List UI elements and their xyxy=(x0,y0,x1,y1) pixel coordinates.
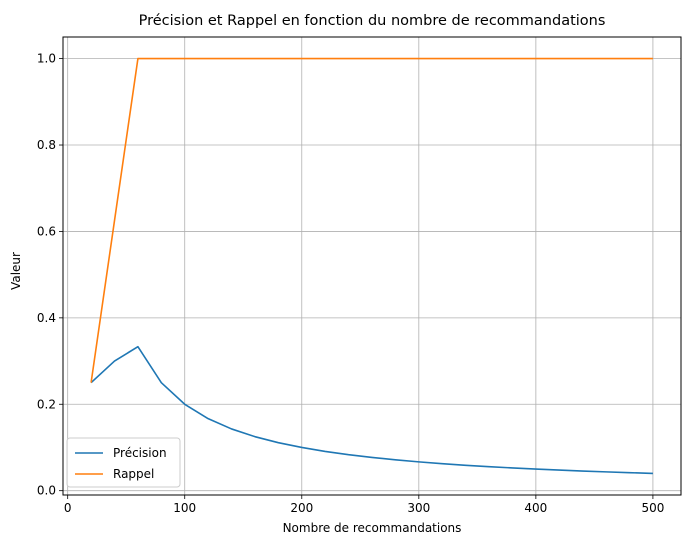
x-tick-label: 100 xyxy=(173,501,196,515)
series-line-rappel xyxy=(90,57,653,383)
x-axis-ticks: 0 100 200 300 400 500 xyxy=(64,495,664,515)
y-tick-label: 0.6 xyxy=(37,224,56,238)
x-tick-label: 500 xyxy=(641,501,664,515)
y-tick-label: 0.4 xyxy=(37,311,56,325)
x-tick-label: 200 xyxy=(290,501,313,515)
chart-title: Précision et Rappel en fonction du nombr… xyxy=(139,13,606,29)
y-axis-ticks: 0.0 0.2 0.4 0.6 0.8 1.0 xyxy=(37,52,63,498)
y-tick-label: 0.8 xyxy=(37,138,56,152)
x-tick-label: 300 xyxy=(407,501,430,515)
series-line-precision xyxy=(90,345,653,475)
series-group xyxy=(90,57,653,475)
x-tick-label: 400 xyxy=(524,501,547,515)
y-axis-label: Valeur xyxy=(9,252,23,290)
plot-frame xyxy=(62,36,682,496)
legend-label-rappel: Rappel xyxy=(113,467,154,481)
x-tick-label: 0 xyxy=(64,501,72,515)
y-tick-label: 1.0 xyxy=(37,52,56,66)
legend-label-precision: Précision xyxy=(113,446,167,460)
x-axis-label: Nombre de recommandations xyxy=(283,521,462,535)
legend: Précision Rappel xyxy=(66,437,181,488)
y-tick-label: 0.0 xyxy=(37,484,56,498)
y-tick-label: 0.2 xyxy=(37,397,56,411)
grid xyxy=(63,37,681,495)
